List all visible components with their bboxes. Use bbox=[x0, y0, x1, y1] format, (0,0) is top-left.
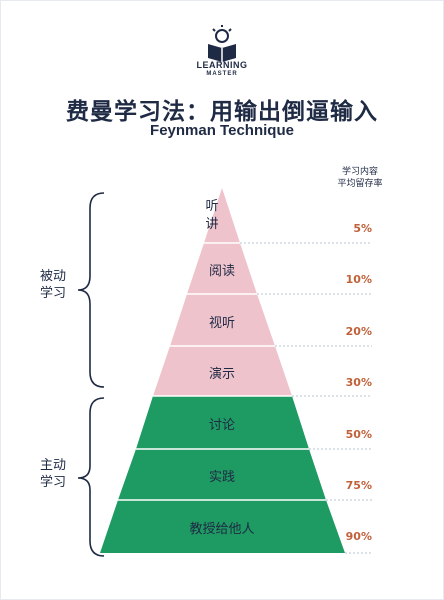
group-label-active: 主动 学习 bbox=[33, 457, 73, 491]
active-brace bbox=[77, 397, 105, 557]
group-passive-line1: 被动 bbox=[39, 269, 66, 284]
retention-value-3: 30% bbox=[345, 376, 372, 389]
pyramid-level-5-shape bbox=[118, 449, 326, 500]
retention-value-1: 10% bbox=[345, 273, 372, 286]
column-header-line1: 学习内容 bbox=[341, 167, 378, 177]
book-lightbulb-icon bbox=[208, 25, 236, 62]
retention-value-0: 5% bbox=[353, 222, 372, 235]
level-dividers bbox=[118, 242, 326, 501]
leader-lines bbox=[240, 242, 372, 554]
group-passive-line2: 学习 bbox=[39, 286, 66, 301]
page-subtitle: Feynman Technique bbox=[150, 122, 294, 139]
group-label-passive: 被动 学习 bbox=[33, 268, 73, 302]
level-label-6: 教授给他人 bbox=[189, 522, 255, 537]
pyramid-level-6-shape bbox=[100, 500, 345, 553]
retention-column-header: 学习内容 平均留存率 bbox=[327, 166, 393, 190]
retention-value-4: 50% bbox=[345, 428, 372, 441]
retention-value-2: 20% bbox=[345, 325, 372, 338]
level-label-5: 实践 bbox=[208, 470, 236, 485]
pyramid-level-3-shape bbox=[153, 346, 292, 396]
pyramid-level-4-shape bbox=[136, 396, 309, 449]
group-active-line2: 学习 bbox=[39, 475, 66, 490]
level-label-2: 视听 bbox=[208, 316, 236, 331]
pyramid-level-0-shape bbox=[204, 188, 240, 243]
passive-brace bbox=[77, 192, 105, 388]
column-header-line2: 平均留存率 bbox=[337, 179, 383, 189]
level-label-3: 演示 bbox=[208, 367, 236, 382]
retention-value-6: 90% bbox=[345, 530, 372, 543]
page-title: 费曼学习法：用输出倒逼输入 bbox=[66, 99, 378, 125]
pyramid-level-1-shape bbox=[187, 243, 257, 294]
level-label-0: 听讲 bbox=[205, 199, 219, 232]
level-label-4: 讨论 bbox=[208, 418, 236, 433]
level-label-1: 阅读 bbox=[208, 264, 236, 279]
logo-line2: MASTER bbox=[206, 71, 238, 77]
logo-line1: LEARNING bbox=[196, 60, 248, 70]
logo-text: LEARNING MASTER bbox=[182, 61, 262, 79]
group-active-line1: 主动 bbox=[39, 458, 66, 473]
retention-value-5: 75% bbox=[345, 479, 372, 492]
pyramid-level-2-shape bbox=[170, 294, 275, 346]
